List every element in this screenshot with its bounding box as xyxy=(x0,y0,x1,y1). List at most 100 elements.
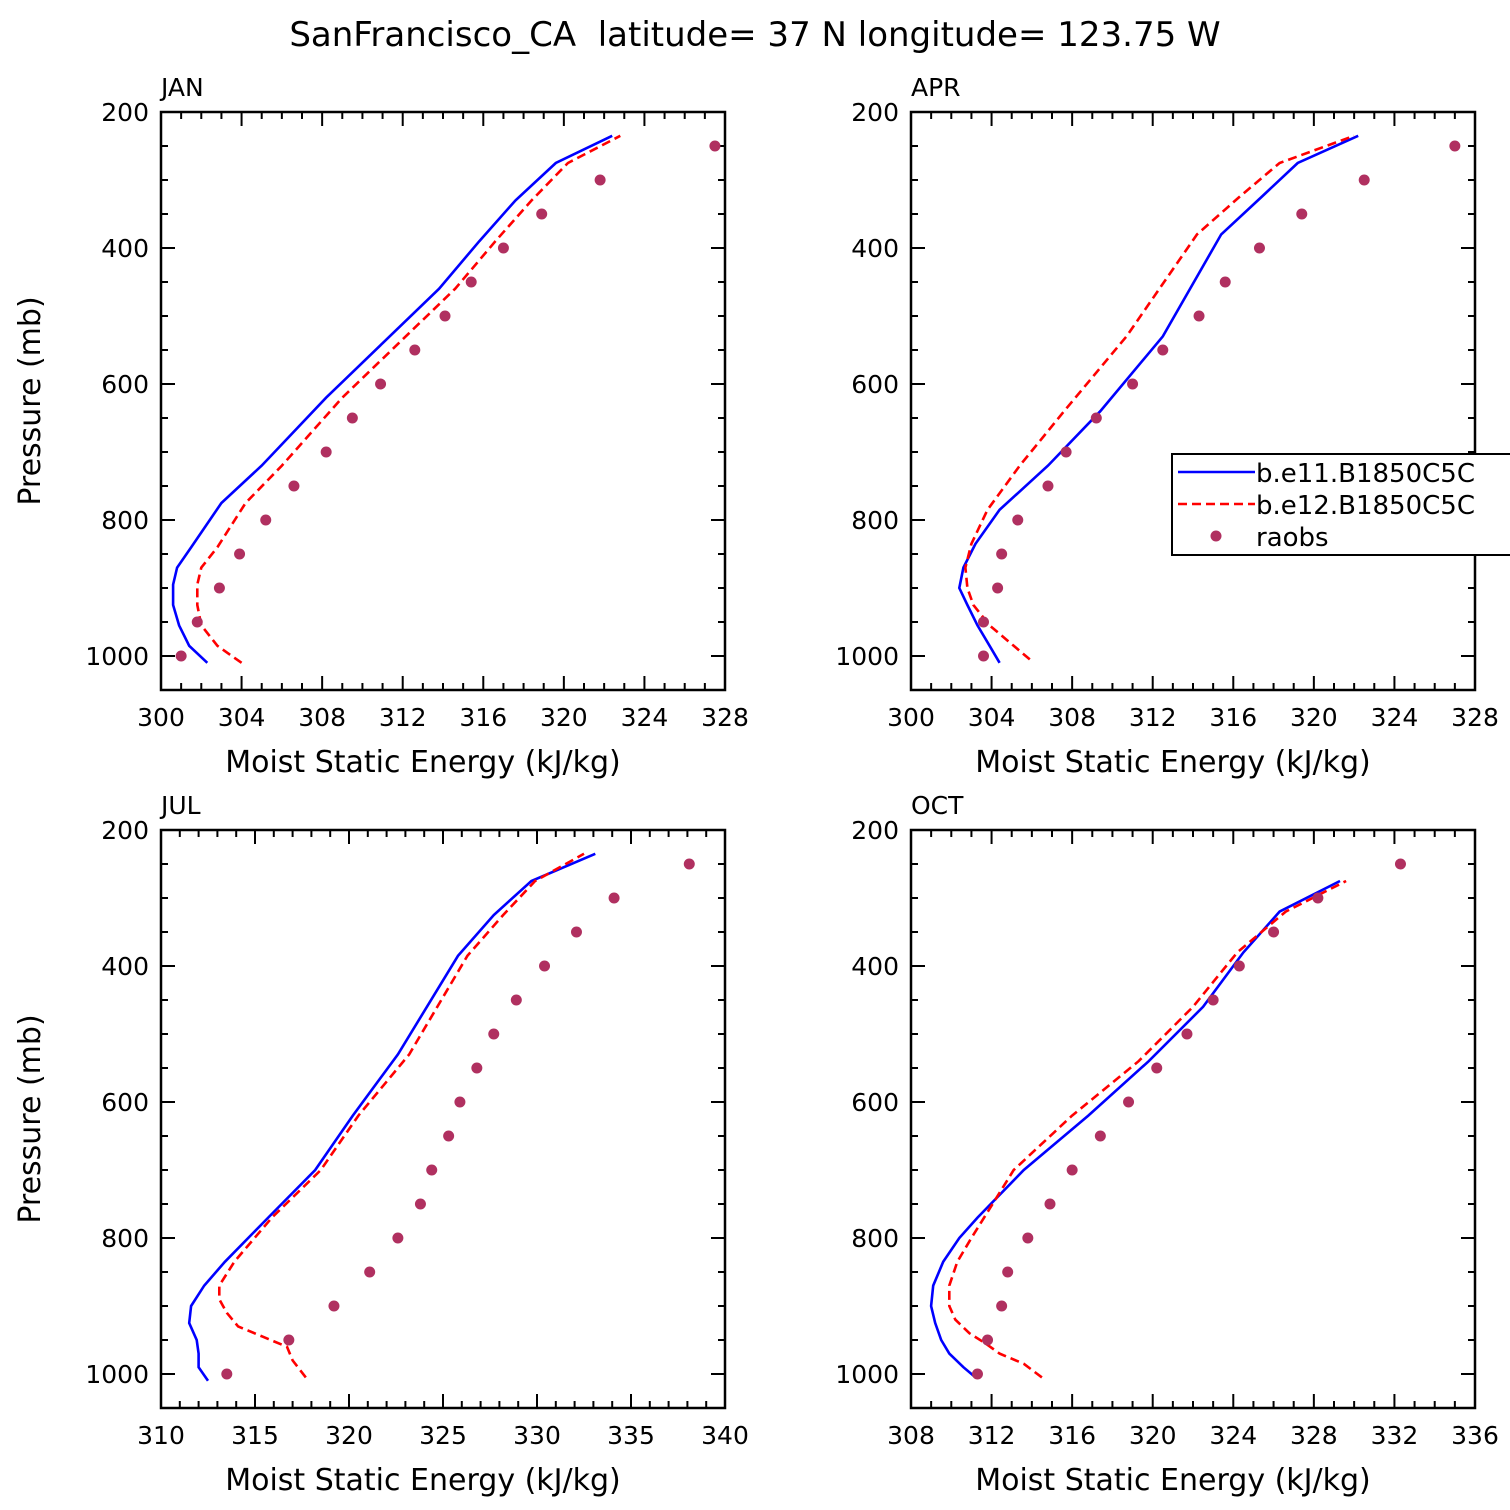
raobs-point xyxy=(594,174,606,186)
series-line-b-e12 xyxy=(196,134,621,664)
raobs-point xyxy=(260,514,272,526)
x-tick-label: 315 xyxy=(231,1421,279,1450)
raobs-point xyxy=(346,412,358,424)
raobs-point xyxy=(996,1300,1008,1312)
raobs-point xyxy=(992,582,1004,594)
panel-title: OCT xyxy=(911,791,964,820)
raobs-point xyxy=(497,242,509,254)
raobs-point xyxy=(1022,1232,1034,1244)
x-tick-label: 304 xyxy=(218,703,266,732)
x-tick-label: 328 xyxy=(1451,703,1499,732)
series-line-b-e12 xyxy=(964,134,1355,661)
raobs-point xyxy=(1296,208,1308,220)
raobs-point xyxy=(971,1368,983,1380)
x-axis-label: Moist Static Energy (kJ/kg) xyxy=(975,1463,1371,1498)
x-tick-label: 300 xyxy=(137,703,185,732)
panel-jul: JUL 310 315 320 325 330 335 340 200 400 600 800 1000… xyxy=(13,791,749,1498)
raobs-point xyxy=(1060,446,1072,458)
legend-marker-raobs xyxy=(1210,530,1222,542)
raobs-point xyxy=(982,1334,994,1346)
x-tick-label: 308 xyxy=(1048,703,1096,732)
raobs-point xyxy=(439,310,451,322)
raobs-point xyxy=(283,1334,295,1346)
raobs-point xyxy=(709,140,721,152)
raobs-point xyxy=(414,1198,426,1210)
raobs-point xyxy=(1094,1130,1106,1142)
raobs-point xyxy=(1002,1266,1014,1278)
raobs-point xyxy=(1151,1062,1163,1074)
raobs-point xyxy=(191,616,203,628)
panel-apr: APR 300 304 308 312 316 320 324 328 200 400 600 800 1… xyxy=(835,73,1498,780)
raobs-point xyxy=(320,446,332,458)
x-tick-label: 325 xyxy=(419,1421,467,1450)
x-tick-label: 316 xyxy=(1048,1421,1096,1450)
raobs-point xyxy=(1193,310,1205,322)
legend-label: b.e11.B1850C5C xyxy=(1256,459,1475,489)
x-tick-label: 336 xyxy=(1451,1421,1499,1450)
raobs-point xyxy=(1394,858,1406,870)
x-tick-label: 328 xyxy=(701,703,749,732)
y-tick-label: 800 xyxy=(101,506,149,535)
raobs-point xyxy=(288,480,300,492)
raobs-point xyxy=(570,926,582,938)
y-tick-label: 200 xyxy=(101,98,149,127)
raobs-point xyxy=(1268,926,1280,938)
y-tick-label: 1000 xyxy=(85,642,149,671)
raobs-point xyxy=(1066,1164,1078,1176)
plot-frame xyxy=(909,828,1477,1410)
y-tick-label: 200 xyxy=(851,816,899,845)
raobs-point xyxy=(1012,514,1024,526)
y-tick-label: 400 xyxy=(851,234,899,263)
raobs-point xyxy=(1181,1028,1193,1040)
x-tick-label: 312 xyxy=(968,1421,1016,1450)
x-tick-label: 320 xyxy=(1129,1421,1177,1450)
y-tick-label: 400 xyxy=(101,952,149,981)
y-tick-label: 200 xyxy=(101,816,149,845)
raobs-point xyxy=(608,892,620,904)
y-tick-label: 400 xyxy=(851,952,899,981)
raobs-point xyxy=(221,1368,233,1380)
x-axis-label: Moist Static Energy (kJ/kg) xyxy=(225,1463,621,1498)
legend-label: raobs xyxy=(1256,523,1329,553)
raobs-point xyxy=(1044,1198,1056,1210)
y-axis-label: Pressure (mb) xyxy=(13,1014,48,1223)
y-tick-label: 800 xyxy=(851,1224,899,1253)
x-tick-label: 330 xyxy=(513,1421,561,1450)
raobs-point xyxy=(1123,1096,1135,1108)
x-tick-label: 312 xyxy=(379,703,427,732)
x-tick-label: 340 xyxy=(701,1421,749,1450)
raobs-point xyxy=(978,616,990,628)
x-tick-label: 300 xyxy=(887,703,935,732)
x-tick-label: 316 xyxy=(1209,703,1257,732)
raobs-point xyxy=(510,994,522,1006)
y-tick-label: 200 xyxy=(851,98,899,127)
y-tick-label: 600 xyxy=(851,370,899,399)
raobs-point xyxy=(213,582,225,594)
plot-frame xyxy=(159,110,727,692)
panel-title: JUL xyxy=(159,791,201,820)
series-line-b-e11 xyxy=(187,852,596,1382)
raobs-point xyxy=(1219,276,1231,288)
series-line-b-e11 xyxy=(171,134,613,664)
panel-oct: OCT 308 312 316 320 324 328 332 336 200 400 600 800 1… xyxy=(835,791,1498,1498)
raobs-point xyxy=(328,1300,340,1312)
raobs-point xyxy=(471,1062,483,1074)
raobs-point xyxy=(1253,242,1265,254)
x-tick-label: 312 xyxy=(1129,703,1177,732)
raobs-point xyxy=(539,960,551,972)
x-axis-label: Moist Static Energy (kJ/kg) xyxy=(975,745,1371,780)
x-tick-label: 310 xyxy=(137,1421,185,1450)
raobs-point xyxy=(1233,960,1245,972)
y-tick-label: 800 xyxy=(851,506,899,535)
series-line-b-e12 xyxy=(947,879,1347,1379)
x-axis-label: Moist Static Energy (kJ/kg) xyxy=(225,745,621,780)
legend-label: b.e12.B1850C5C xyxy=(1256,491,1475,521)
raobs-point xyxy=(1127,378,1139,390)
raobs-point xyxy=(1207,994,1219,1006)
raobs-point xyxy=(1312,892,1324,904)
raobs-point xyxy=(996,548,1008,560)
panel-title: JAN xyxy=(159,73,204,102)
raobs-point xyxy=(1358,174,1370,186)
y-axis-label: Pressure (mb) xyxy=(13,296,48,505)
